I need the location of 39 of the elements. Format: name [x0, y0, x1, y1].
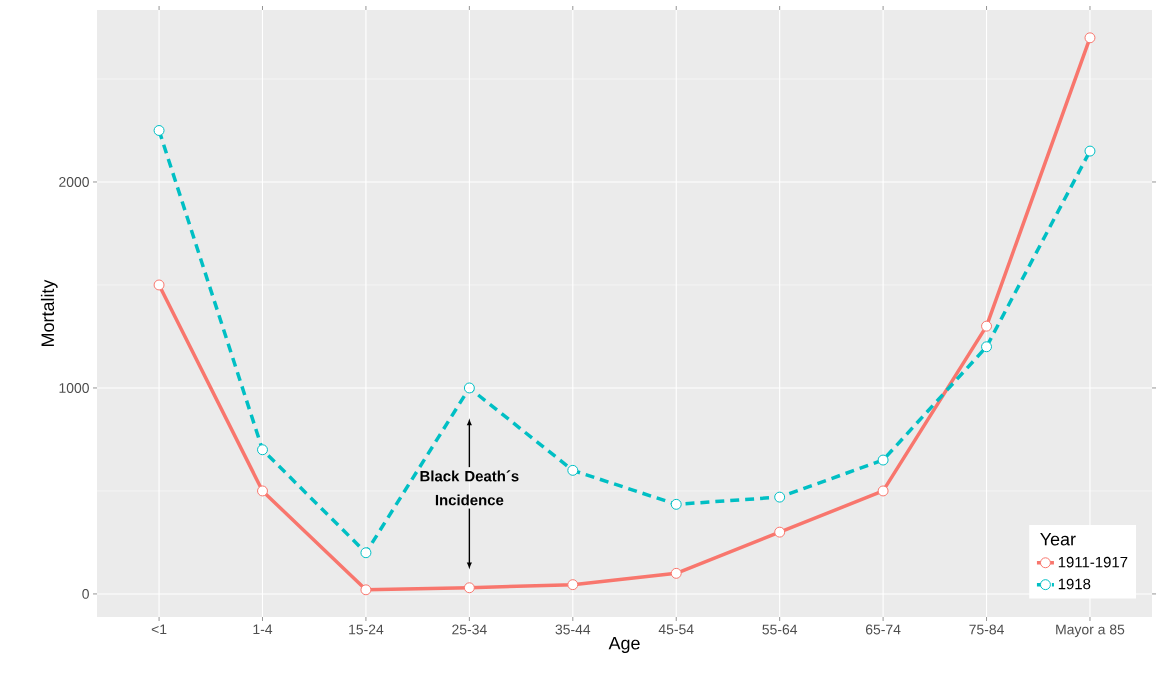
point	[153, 279, 165, 291]
point	[877, 454, 889, 466]
point	[877, 485, 889, 497]
point	[1084, 32, 1096, 44]
point	[153, 125, 165, 136]
x-tick-label: <1	[151, 624, 167, 635]
point	[257, 485, 268, 497]
x-tick-label: Mayor a 85	[1056, 624, 1125, 638]
x-axis-title: Age	[608, 637, 640, 654]
point	[774, 526, 786, 538]
point	[981, 341, 993, 353]
point	[463, 582, 475, 594]
y-tick-label: 2000	[59, 177, 89, 187]
x-tick-label: 1-4	[253, 624, 273, 635]
point	[360, 547, 372, 559]
point	[567, 579, 579, 591]
x-tick-label: 55-64	[762, 624, 798, 635]
x-tick-label: 75-84	[969, 624, 1004, 635]
y-axis-title: Mortality	[40, 279, 58, 346]
point	[567, 464, 579, 476]
annotation: Black Death´s Incidence	[420, 470, 519, 506]
point	[1084, 145, 1096, 157]
legend-title: Year	[1040, 533, 1076, 546]
x-tick-label: 15-24	[349, 624, 384, 635]
x-tick-label: 45-54	[658, 624, 694, 635]
x-tick-label: 35-44	[555, 624, 591, 635]
point	[774, 491, 786, 503]
point	[670, 498, 682, 510]
x-tick-label: 25-34	[452, 624, 487, 635]
legend-label: 1918	[1058, 578, 1091, 590]
point	[257, 444, 268, 456]
x-tick-label: 65-74	[865, 624, 901, 635]
point	[981, 320, 993, 332]
y-tick-label: 0	[82, 588, 89, 599]
point	[360, 584, 372, 596]
point	[463, 382, 475, 394]
y-tick-label: 1000	[59, 383, 89, 393]
point	[670, 567, 682, 579]
legend-label: 1911-1917	[1058, 556, 1128, 568]
